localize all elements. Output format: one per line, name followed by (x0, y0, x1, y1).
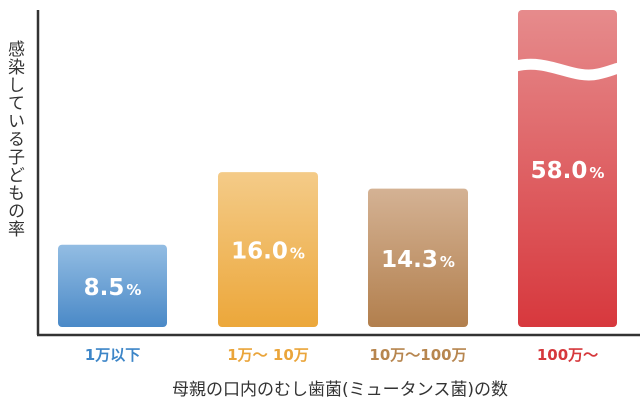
data-label: 14.3% (381, 247, 455, 273)
data-label: 16.0% (231, 239, 305, 265)
x-tick-label: 1万以下 (85, 346, 140, 364)
y-axis-label: 感染している子どもの率 (4, 40, 24, 238)
x-tick-label: 100万〜 (537, 346, 598, 364)
axis-break-mark (514, 58, 621, 81)
x-axis-label: 母親の口内のむし歯菌(ミュータンス菌)の数 (172, 380, 508, 400)
bar-1 (218, 172, 318, 327)
x-tick-label: 1万〜 10万 (227, 346, 309, 364)
bar-2 (368, 188, 468, 327)
data-label: 8.5% (84, 275, 142, 301)
bar-0 (58, 244, 167, 327)
bar-3 (518, 10, 617, 327)
x-tick-label: 10万〜100万 (369, 346, 466, 364)
data-label: 58.0% (531, 158, 605, 184)
